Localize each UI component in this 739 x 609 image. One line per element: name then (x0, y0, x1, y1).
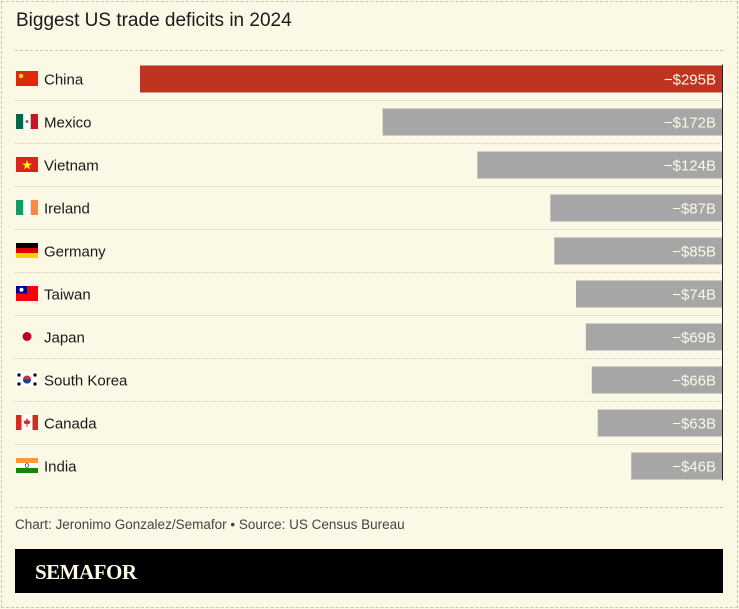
bar-row-japan: Japan −$69B (16, 323, 722, 351)
value-label: −$66B (672, 373, 716, 390)
value-label: −$85B (672, 244, 716, 261)
bar (382, 108, 722, 136)
chart-title: Biggest US trade deficits in 2024 (16, 10, 292, 31)
category-label: Taiwan (44, 287, 91, 304)
value-label: −$63B (672, 416, 716, 433)
taiwan-flag-icon (16, 286, 38, 301)
bar-row-china: China −$295B (16, 65, 722, 93)
bar-row-vietnam: Vietnam −$124B (16, 151, 722, 179)
source-note: Chart: Jeronimo Gonzalez/Semafor • Sourc… (15, 517, 405, 532)
bar (597, 409, 722, 437)
title-divider (15, 50, 723, 51)
category-label: Mexico (44, 115, 92, 132)
bar (550, 194, 722, 222)
bar (576, 280, 722, 308)
south-korea-flag-icon (16, 372, 38, 387)
category-label: Canada (44, 416, 97, 433)
mexico-flag-icon (16, 114, 38, 129)
category-label: Ireland (44, 201, 90, 218)
category-label: Vietnam (44, 158, 99, 175)
footer-divider (15, 507, 723, 508)
bar (477, 151, 722, 179)
bar-row-india: India −$46B (16, 452, 722, 480)
vietnam-flag-icon (16, 157, 38, 172)
bar (591, 366, 722, 394)
value-label: −$69B (672, 330, 716, 347)
category-label: China (44, 72, 84, 89)
india-flag-icon (16, 458, 38, 473)
value-label: −$46B (672, 459, 716, 476)
bar (554, 237, 722, 265)
germany-flag-icon (16, 243, 38, 258)
value-label: −$295B (664, 72, 716, 89)
value-label: −$74B (672, 287, 716, 304)
china-flag-icon (16, 71, 38, 86)
category-label: Japan (44, 330, 85, 347)
semafor-logo: SEMAFOR (35, 560, 137, 584)
bar-chart: China −$295B Mexico −$172B Vietnam −$124B Irel… (15, 64, 723, 481)
bar-row-south-korea: South Korea −$66B (16, 366, 722, 394)
value-label: −$87B (672, 201, 716, 218)
bar-row-mexico: Mexico −$172B (16, 108, 722, 136)
category-label: South Korea (44, 373, 128, 390)
category-label: Germany (44, 244, 106, 261)
japan-flag-icon (16, 329, 38, 344)
brand-banner: SEMAFOR (15, 549, 723, 593)
canada-flag-icon (16, 415, 38, 430)
bar (631, 452, 722, 480)
bar-row-ireland: Ireland −$87B (16, 194, 722, 222)
value-label: −$172B (664, 115, 716, 132)
bar-row-taiwan: Taiwan −$74B (16, 280, 722, 308)
bar-row-germany: Germany −$85B (16, 237, 722, 265)
bar (585, 323, 722, 351)
bar-row-canada: Canada −$63B (16, 409, 722, 437)
value-label: −$124B (664, 158, 716, 175)
ireland-flag-icon (16, 200, 38, 215)
category-label: India (44, 459, 77, 476)
bar (140, 65, 722, 93)
